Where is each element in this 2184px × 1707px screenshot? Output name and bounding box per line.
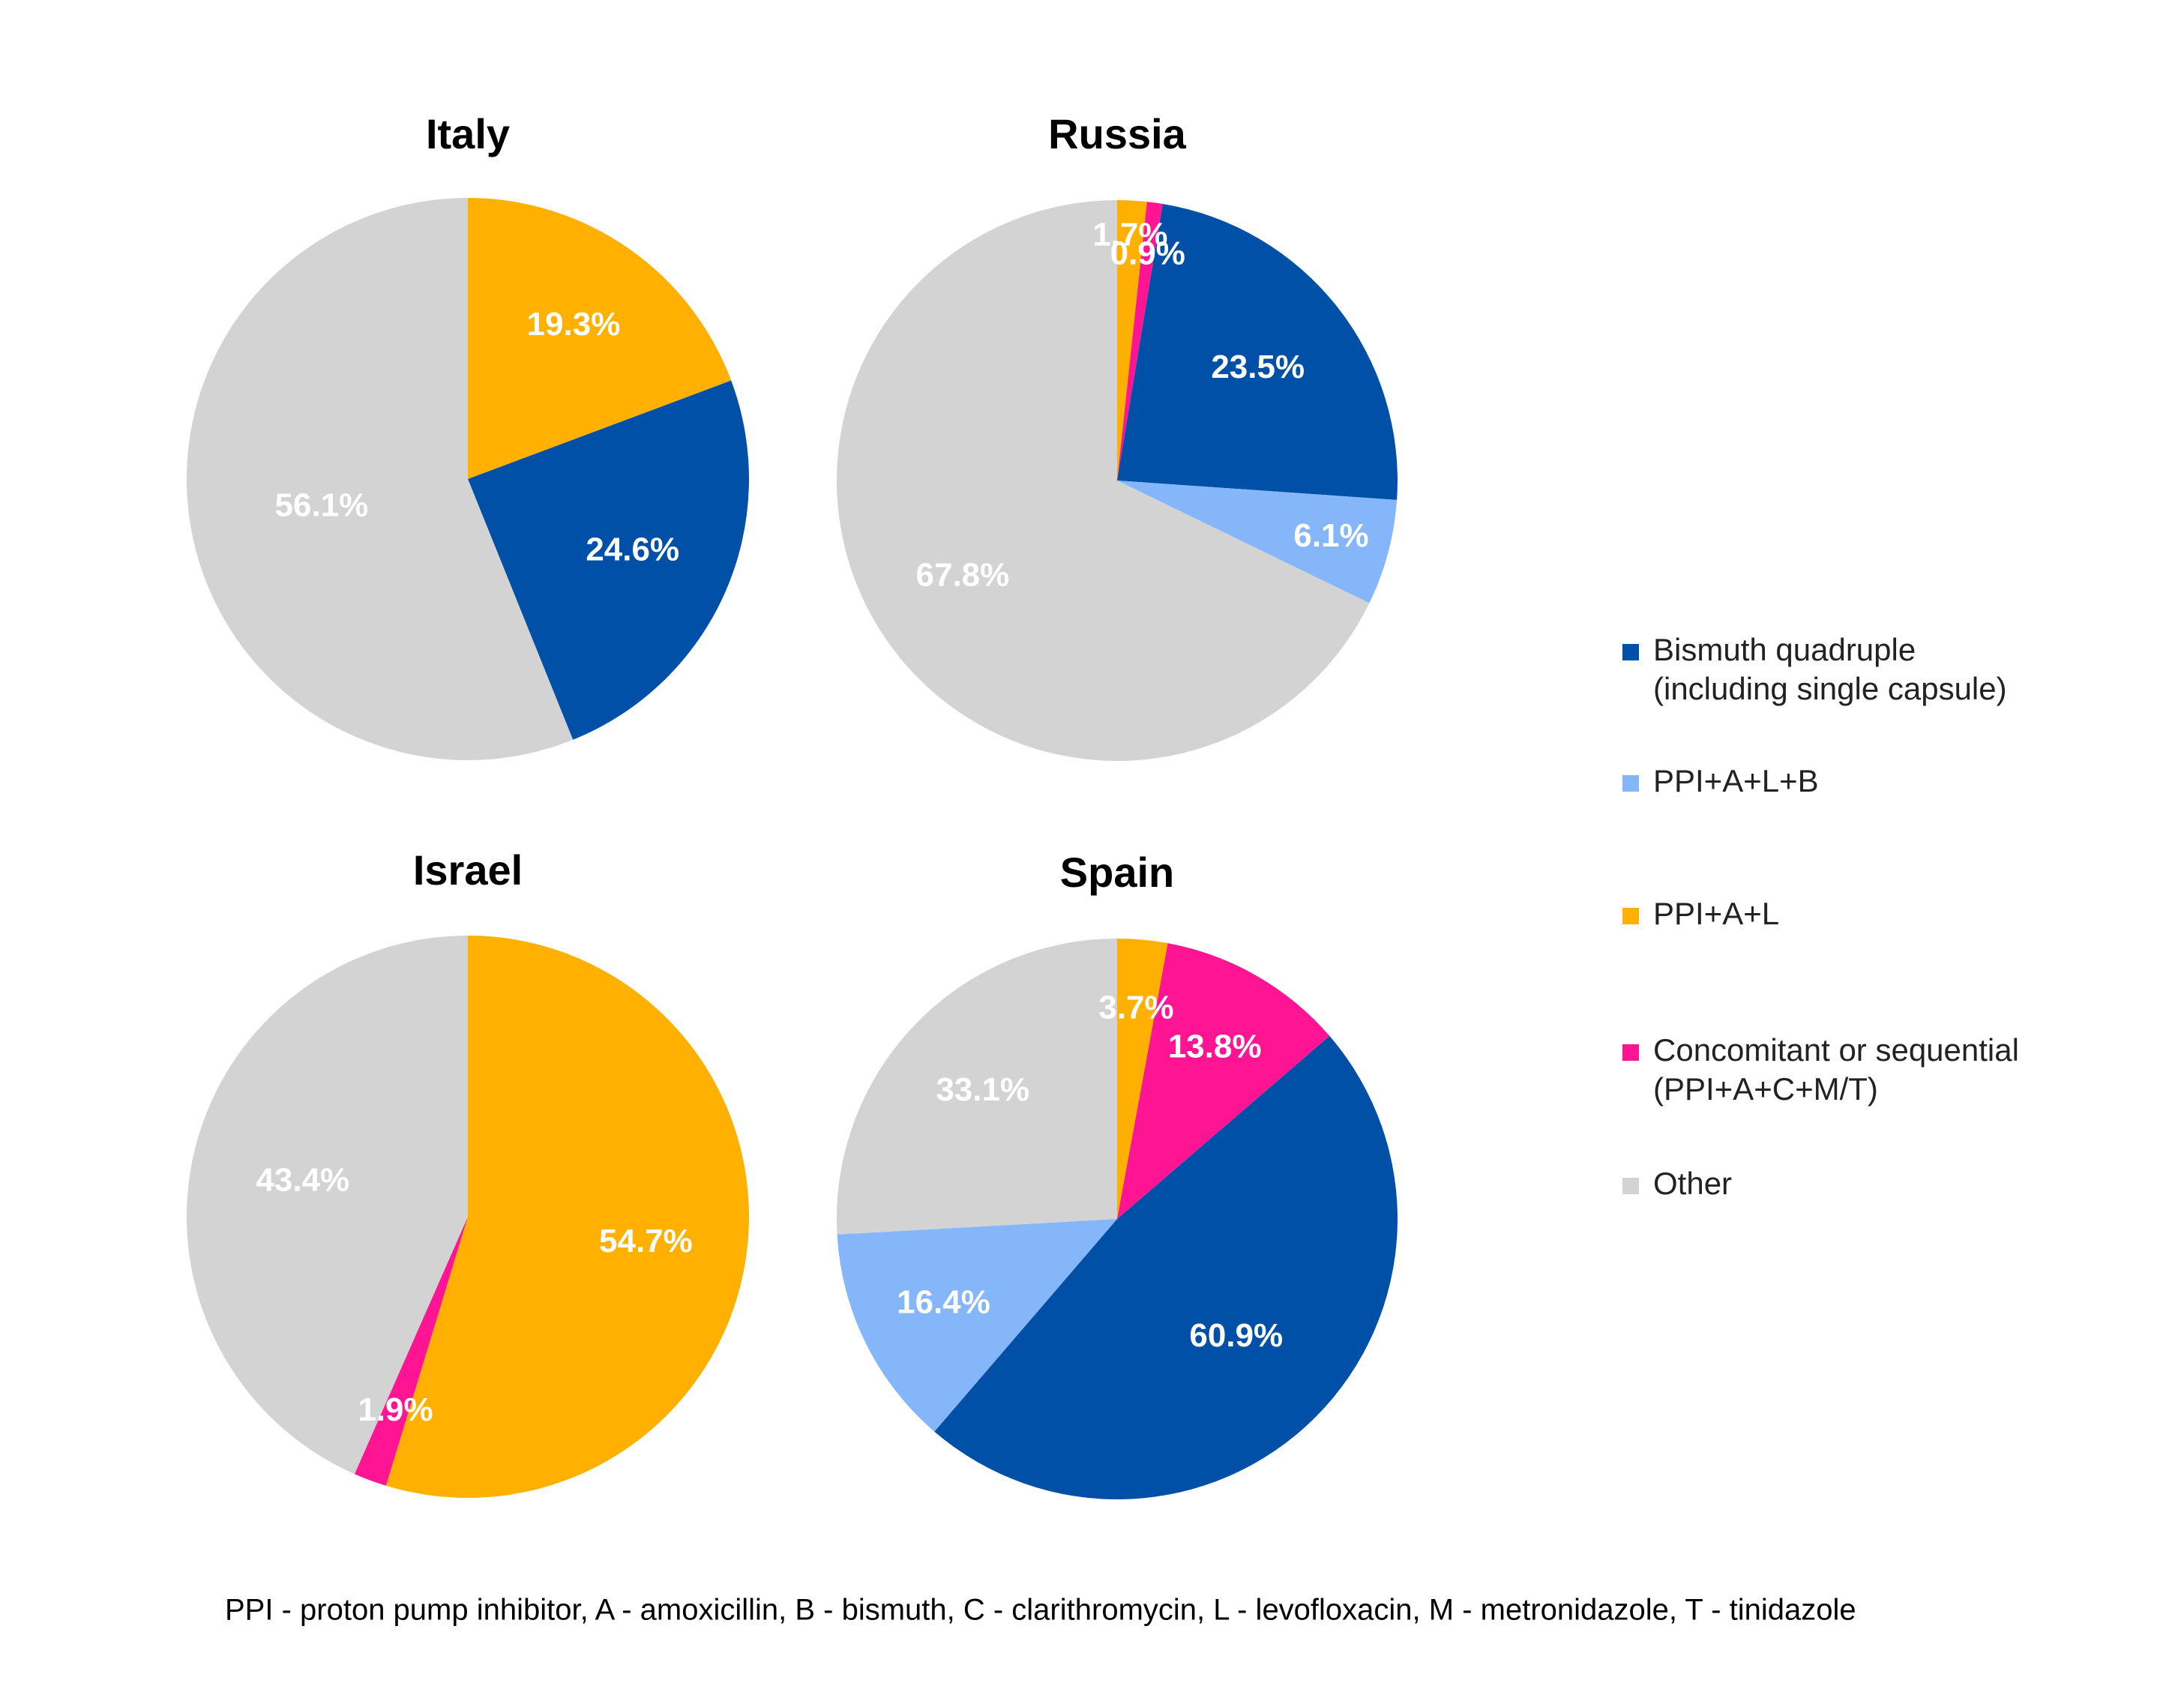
pie-slice-israel-ppi-a-l <box>385 936 749 1499</box>
pie-slice-spain-other <box>836 939 1117 1235</box>
legend-label-other: Other <box>1653 1166 1732 1201</box>
legend-swatch-concomitant-or-sequential-ppi-a-c-m-t <box>1622 1044 1639 1061</box>
legend-label-bismuth-quadruple-including-single-capsule: Bismuth quadruple <box>1653 632 1916 667</box>
data-label-spain-ppi-a-l: 3.7% <box>1098 989 1173 1026</box>
legend-label-concomitant-or-sequential-ppi-a-c-m-t: Concomitant or sequential <box>1653 1032 2019 1068</box>
pie-slice-israel-concomitant-or-sequential-ppi-a-c-m-t <box>354 1217 468 1486</box>
pie-title-russia: Russia <box>1048 110 1186 157</box>
data-label-spain-bismuth-quadruple-including-single-capsule: 60.9% <box>1189 1317 1283 1354</box>
pie-slice-italy-ppi-a-l <box>468 198 732 479</box>
pie-slice-russia-bismuth-quadruple-including-single-capsule <box>1117 203 1398 500</box>
pie-slice-israel-other <box>186 936 468 1475</box>
pie-title-italy: Italy <box>426 110 510 157</box>
legend-swatch-ppi-a-l-b <box>1622 775 1639 792</box>
data-label-israel-ppi-a-l: 54.7% <box>599 1223 693 1259</box>
pie-title-israel: Israel <box>413 846 523 894</box>
pie-slice-spain-bismuth-quadruple-including-single-capsule <box>934 1035 1398 1500</box>
data-label-italy-ppi-a-l: 19.3% <box>527 306 621 343</box>
data-label-spain-other: 33.1% <box>936 1071 1029 1108</box>
pie-spain: Spain 3.7%13.8% 60.9% 16.4% 33.1% <box>836 849 1398 1500</box>
legend-label-concomitant-or-sequential-ppi-a-c-m-t-line-2: (PPI+A+C+M/T) <box>1653 1071 1878 1107</box>
pie-italy: Italy 19.3% 24.6% 56.1% <box>186 110 750 760</box>
legend-label-ppi-a-l: PPI+A+L <box>1653 896 1779 931</box>
data-label-italy-other: 56.1% <box>275 487 369 524</box>
data-label-israel-concomitant-or-sequential-ppi-a-c-m-t: 1.9% <box>358 1391 433 1428</box>
pie-title-spain: Spain <box>1060 849 1174 896</box>
data-label-russia-other: 67.8% <box>916 557 1010 594</box>
pie-slice-spain-concomitant-or-sequential-ppi-a-c-m-t <box>1117 943 1330 1219</box>
pie-slice-italy-other <box>186 197 574 760</box>
pie-slice-russia-ppi-a-l <box>1117 200 1147 481</box>
data-label-italy-bismuth-quadruple-including-single-capsule: 24.6% <box>586 531 679 568</box>
pie-slice-russia-ppi-a-l-b <box>1117 481 1398 603</box>
data-label-russia-ppi-a-l: 1.7% <box>1092 217 1167 253</box>
legend-label-ppi-a-l-b: PPI+A+L+B <box>1653 763 1819 798</box>
data-label-spain-concomitant-or-sequential-ppi-a-c-m-t: 13.8% <box>1168 1029 1262 1065</box>
data-label-spain-ppi-a-l-b: 16.4% <box>897 1284 990 1321</box>
pie-slice-italy-bismuth-quadruple-including-single-capsule <box>468 380 750 740</box>
pie-slice-russia-concomitant-or-sequential-ppi-a-c-m-t <box>1117 202 1163 481</box>
data-label-russia-concomitant-or-sequential-ppi-a-c-m-t: 0.9% <box>1110 235 1185 271</box>
legend-label-bismuth-quadruple-including-single-capsule-line-2: (including single capsule) <box>1653 671 2007 706</box>
data-label-israel-other: 43.4% <box>256 1161 349 1198</box>
legend-swatch-bismuth-quadruple-including-single-capsule <box>1622 644 1639 660</box>
legend-swatch-ppi-a-l <box>1622 908 1639 924</box>
data-label-russia-ppi-a-l-b: 6.1% <box>1293 517 1368 554</box>
pie-slice-spain-ppi-a-l <box>1117 939 1168 1219</box>
legend-swatch-other <box>1622 1178 1639 1194</box>
legend: Bismuth quadruple (including single capsu… <box>1622 632 2019 1201</box>
pie-israel: Israel 54.7% 1.9% 43.4% <box>186 846 749 1499</box>
data-label-russia-bismuth-quadruple-including-single-capsule: 23.5% <box>1211 349 1305 385</box>
footnote: PPI - proton pump inhibitor, A - amoxici… <box>225 1594 1856 1627</box>
pie-slice-spain-ppi-a-l-b <box>837 1219 1117 1432</box>
pie-russia: Russia 1.7%0.9% 23.5% 6.1% 67.8% <box>837 110 1398 761</box>
pie-slice-russia-other <box>837 200 1370 761</box>
